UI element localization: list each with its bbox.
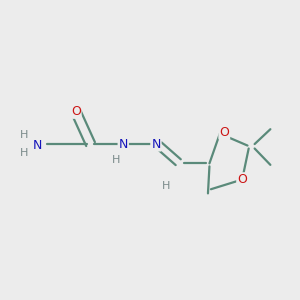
Text: N: N (32, 139, 42, 152)
Text: N: N (151, 138, 160, 151)
Text: H: H (20, 130, 28, 140)
Text: N: N (118, 138, 128, 151)
Text: O: O (71, 105, 81, 118)
Text: O: O (237, 173, 247, 186)
Text: H: H (112, 155, 120, 165)
Text: H: H (162, 181, 170, 191)
Text: H: H (20, 148, 28, 158)
Text: O: O (219, 126, 229, 139)
